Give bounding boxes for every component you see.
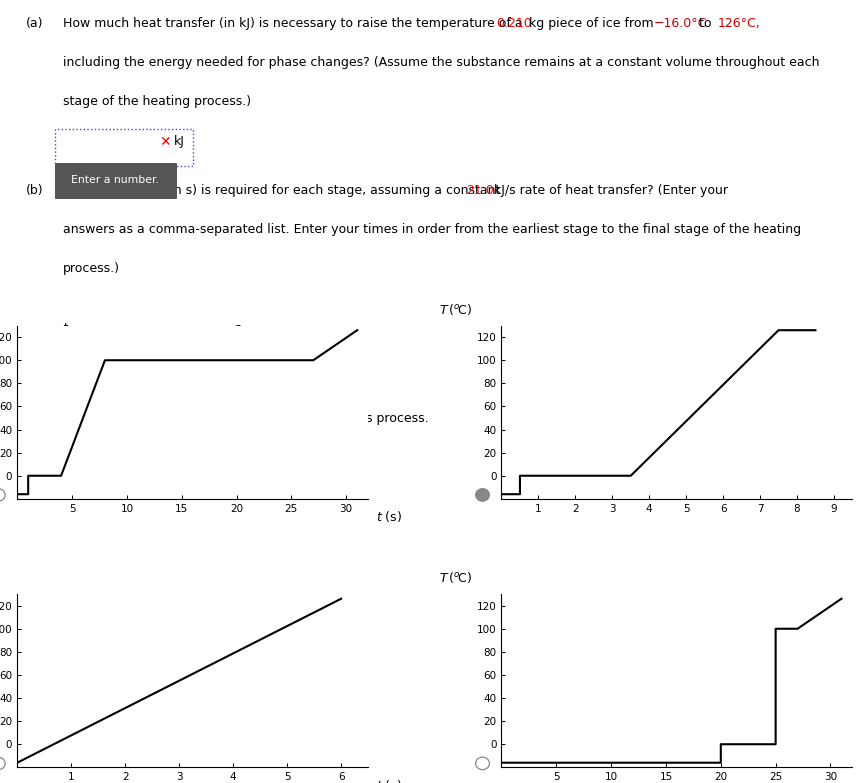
Text: including the energy needed for phase changes? (Assume the substance remains at : including the energy needed for phase ch…	[63, 56, 820, 69]
FancyBboxPatch shape	[55, 164, 176, 198]
Text: Enter a number.: Enter a number.	[71, 175, 159, 186]
Text: answers as a comma-separated list. Enter your times in order from the earliest s: answers as a comma-separated list. Enter…	[63, 223, 802, 236]
Y-axis label: $T\,(^o\!\mathrm{C})$: $T\,(^o\!\mathrm{C})$	[439, 571, 473, 586]
Y-axis label: $T\,(^o\!\mathrm{C})$: $T\,(^o\!\mathrm{C})$	[439, 302, 473, 317]
FancyBboxPatch shape	[90, 320, 228, 356]
X-axis label: $t$ (s): $t$ (s)	[376, 509, 402, 525]
Text: t =: t =	[63, 322, 83, 335]
Text: 0.210: 0.210	[496, 16, 531, 30]
Text: s: s	[234, 322, 241, 335]
Text: Make a graph of temperature versus time for this process.: Make a graph of temperature versus time …	[63, 412, 429, 425]
Text: (b): (b)	[26, 184, 43, 197]
Text: to: to	[695, 16, 715, 30]
FancyBboxPatch shape	[55, 129, 193, 167]
Text: process.): process.)	[63, 262, 121, 275]
Text: kJ/s rate of heat transfer? (Enter your: kJ/s rate of heat transfer? (Enter your	[490, 184, 728, 197]
Text: How much heat transfer (in kJ) is necessary to raise the temperature of a: How much heat transfer (in kJ) is necess…	[63, 16, 527, 30]
Text: (c): (c)	[26, 412, 42, 425]
Text: 126°C,: 126°C,	[718, 16, 760, 30]
Text: (a): (a)	[26, 16, 43, 30]
Text: kg piece of ice from: kg piece of ice from	[525, 16, 658, 30]
X-axis label: $t$ (s): $t$ (s)	[376, 778, 402, 783]
Text: kJ: kJ	[173, 135, 184, 148]
Text: ✕: ✕	[159, 135, 170, 149]
Text: How much time (in s) is required for each stage, assuming a constant: How much time (in s) is required for eac…	[63, 184, 505, 197]
Text: 21.0: 21.0	[467, 184, 494, 197]
Text: −16.0°C: −16.0°C	[653, 16, 707, 30]
Text: stage of the heating process.): stage of the heating process.)	[63, 95, 251, 107]
